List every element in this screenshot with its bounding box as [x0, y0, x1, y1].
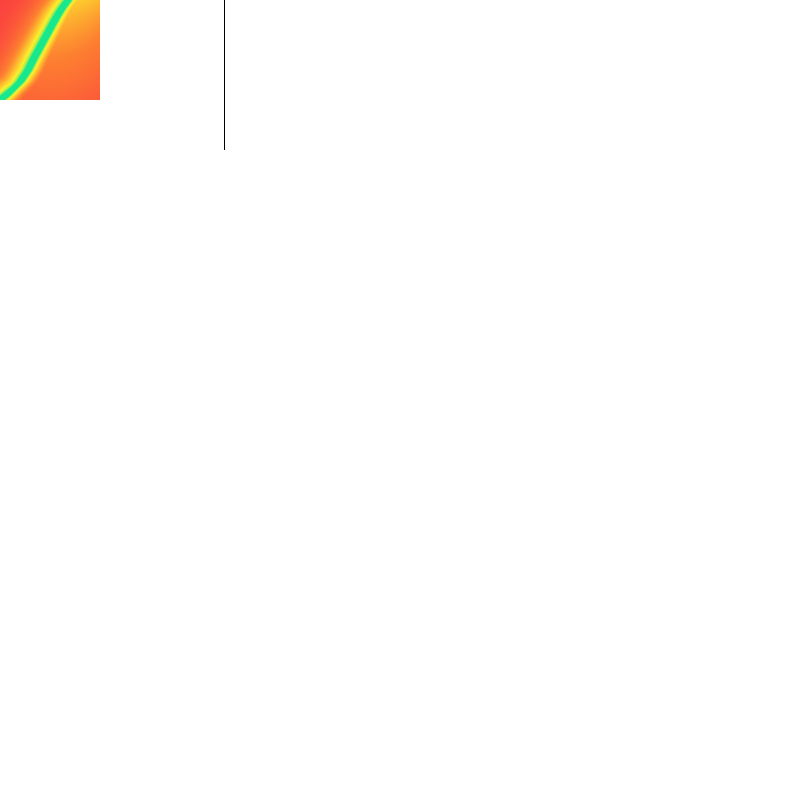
crosshair-vertical — [224, 0, 225, 150]
heatmap-plot — [0, 0, 300, 150]
heatmap-canvas — [0, 0, 300, 150]
